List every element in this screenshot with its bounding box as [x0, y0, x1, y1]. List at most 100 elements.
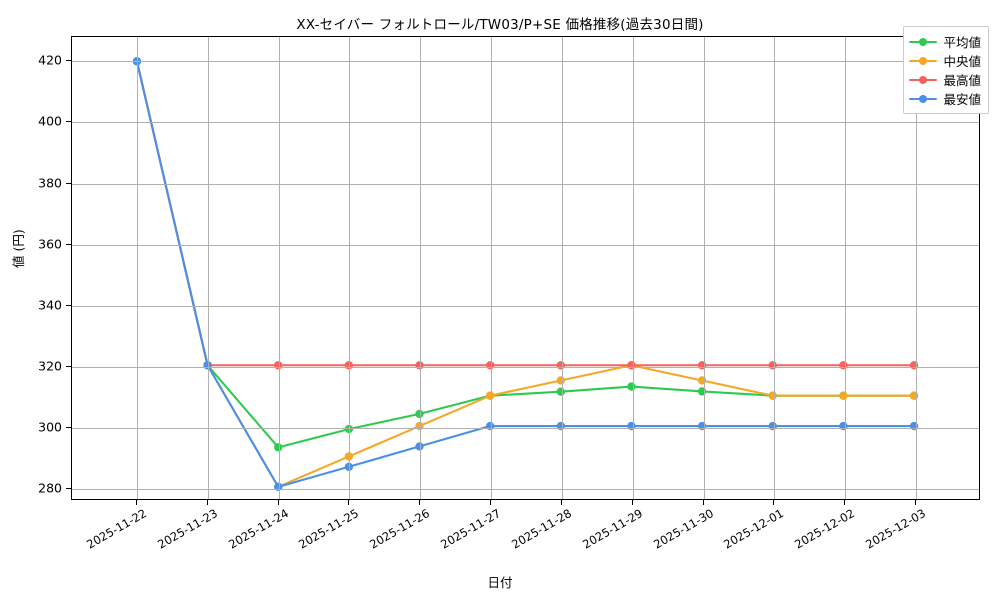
legend-swatch-icon: [909, 74, 938, 86]
x-axis-tick-label-text: 2025-11-27: [438, 506, 504, 552]
legend-item[interactable]: 中央値: [909, 51, 981, 70]
y-axis-tick-label: 280: [38, 480, 62, 496]
legend-item-label: 平均値: [943, 35, 981, 50]
legend: 平均値中央値最高値最安値: [903, 26, 989, 114]
series-lines-layer: [132, 57, 919, 492]
gridline-vertical: [632, 37, 634, 499]
x-axis-tick-label-text: 2025-11-26: [367, 506, 433, 552]
data-point-marker: [627, 382, 636, 391]
x-axis-tick-label-text: 2025-12-01: [721, 506, 787, 552]
data-point-marker: [274, 443, 283, 452]
x-axis-tick-mark: [702, 500, 704, 505]
gridline-horizontal: [72, 183, 979, 185]
x-axis-tick-label-text: 2025-11-23: [154, 506, 220, 552]
gridline-vertical: [561, 37, 563, 499]
x-axis-tick-label-text: 2025-12-03: [863, 506, 928, 552]
x-axis-tick-label-text: 2025-12-02: [792, 506, 858, 552]
legend-item-label: 最高値: [943, 73, 981, 88]
legend-item[interactable]: 最安値: [909, 89, 981, 108]
y-axis-tick-label: 420: [38, 52, 62, 68]
legend-item-label: 最安値: [943, 92, 981, 107]
gridline-vertical: [703, 37, 705, 499]
data-point-marker: [768, 421, 777, 431]
data-point-marker: [344, 462, 354, 471]
legend-item[interactable]: 平均値: [909, 32, 981, 51]
series-line: [135, 60, 916, 367]
legend-swatch-icon: [909, 36, 938, 48]
gridline-horizontal: [72, 488, 979, 490]
legend-item[interactable]: 最高値: [909, 70, 981, 89]
data-point-marker: [909, 361, 919, 370]
y-axis-tick-label: 320: [38, 358, 62, 374]
y-axis-tick-mark: [66, 182, 71, 184]
series-line: [135, 60, 916, 449]
y-axis-tick-mark: [66, 487, 71, 489]
x-axis-tick-mark: [631, 500, 633, 505]
gridline-horizontal: [72, 305, 979, 307]
x-axis-tick-label-text: 2025-11-28: [509, 506, 574, 552]
data-point-marker: [909, 421, 919, 431]
data-point-marker: [697, 387, 707, 396]
gridline-vertical: [137, 37, 139, 499]
x-axis-tick-mark: [490, 500, 492, 505]
x-axis-tick-mark: [914, 500, 916, 505]
data-point-marker: [909, 391, 919, 400]
data-point-marker: [697, 421, 707, 431]
x-axis-tick-mark: [773, 500, 775, 505]
gridline-vertical: [774, 37, 776, 499]
data-point-marker: [485, 391, 495, 400]
x-axis-tick-mark: [136, 500, 138, 505]
gridline-horizontal: [72, 122, 979, 124]
x-axis-tick-mark: [419, 500, 421, 505]
data-point-marker: [839, 391, 848, 400]
y-axis-tick-mark: [66, 60, 71, 62]
gridline-horizontal: [72, 244, 979, 246]
gridline-vertical: [491, 37, 493, 499]
data-point-marker: [556, 421, 566, 431]
series-line: [135, 60, 916, 488]
data-point-marker: [839, 421, 848, 431]
y-axis-tick-mark: [66, 304, 71, 306]
legend-item-label: 中央値: [943, 54, 981, 69]
data-point-marker: [344, 452, 354, 461]
y-axis-tick-label: 360: [38, 236, 62, 252]
y-axis-tick-marks: [0, 36, 71, 500]
y-axis-tick-label: 300: [38, 419, 62, 435]
x-axis-tick-labels: 2025-11-22 2025-11-23 2025-11-24 2025-11-25…: [71, 506, 980, 566]
y-axis-tick-label: 340: [38, 297, 62, 313]
x-axis-tick-mark: [277, 500, 279, 505]
data-point-marker: [627, 361, 636, 370]
data-point-marker: [839, 361, 848, 370]
x-axis-tick-label-text: 2025-11-24: [225, 506, 291, 552]
legend-swatch-icon: [909, 55, 938, 67]
data-point-marker: [768, 361, 777, 370]
x-axis-tick-label-text: 2025-11-30: [650, 506, 716, 552]
gridline-horizontal: [72, 366, 979, 368]
x-axis-tick-marks: [71, 500, 980, 506]
plot-area: [71, 36, 980, 500]
data-point-marker: [627, 421, 636, 431]
gridline-horizontal: [72, 61, 979, 63]
data-point-marker: [415, 409, 424, 419]
series-line: [135, 60, 916, 488]
x-axis-tick-mark: [560, 500, 562, 505]
legend-swatch-icon: [909, 93, 938, 105]
data-point-marker: [556, 387, 566, 396]
data-point-marker: [697, 361, 707, 370]
data-point-marker: [344, 424, 354, 434]
data-point-marker: [768, 391, 777, 400]
x-axis-tick-label-text: 2025-11-29: [579, 506, 645, 552]
x-axis-tick-mark: [206, 500, 208, 505]
data-point-marker: [415, 442, 424, 451]
gridline-vertical: [278, 37, 280, 499]
data-point-marker: [697, 376, 707, 385]
gridline-vertical: [845, 37, 847, 499]
y-axis-tick-mark: [66, 426, 71, 428]
y-axis-tick-mark: [66, 121, 71, 123]
y-axis-tick-mark: [66, 365, 71, 367]
x-axis-tick-label-text: 2025-11-25: [296, 506, 362, 552]
y-axis-tick-label: 400: [38, 113, 62, 129]
y-axis-tick-labels: 280 300 320 340 360 380 400 420: [0, 36, 62, 500]
y-axis-tick-mark: [66, 243, 71, 245]
